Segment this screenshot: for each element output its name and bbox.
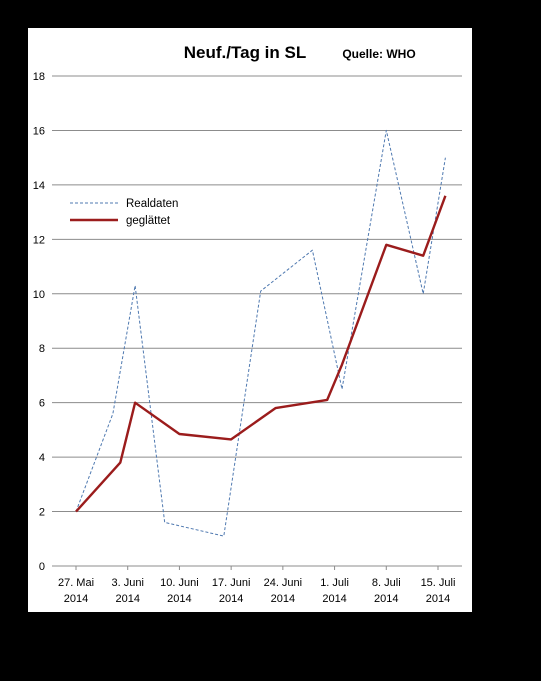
y-tick-label: 8 [39, 343, 45, 355]
legend-label-realdaten: Realdaten [126, 198, 178, 210]
x-tick-label: 1. Juli [320, 577, 349, 589]
y-tick-label: 14 [33, 180, 45, 192]
series-line-geglaettet [75, 195, 447, 513]
chart-title: Neuf./Tag in SL [184, 43, 306, 62]
series-line-realdaten [75, 129, 446, 537]
y-tick-label: 0 [39, 561, 45, 573]
x-tick-year: 2014 [115, 593, 139, 605]
axes: 0 2 4 6 8 10 12 14 16 18 27. Mai 2014 3. Juni 2014 10.… [33, 71, 462, 605]
y-tick-label: 4 [39, 452, 45, 464]
x-tick-label: 3. Juni [112, 577, 144, 589]
y-tick-label: 12 [33, 234, 45, 246]
series-lines [75, 129, 447, 537]
x-tick-year: 2014 [167, 593, 191, 605]
x-tick-label: 10. Juni [160, 577, 199, 589]
chart-panel [28, 28, 472, 612]
x-tick-year: 2014 [219, 593, 243, 605]
gridlines [52, 75, 462, 513]
x-tick-label: 27. Mai [58, 577, 94, 589]
x-tick-year: 2014 [426, 593, 450, 605]
x-tick-label: 15. Juli [421, 577, 456, 589]
legend: Realdaten geglättet [70, 198, 178, 227]
x-tick-label: 24. Juni [264, 577, 303, 589]
x-tick-year: 2014 [374, 593, 398, 605]
x-tick-year: 2014 [271, 593, 295, 605]
x-tick-year: 2014 [64, 593, 88, 605]
chart-source: Quelle: WHO [342, 47, 415, 61]
y-tick-label: 10 [33, 289, 45, 301]
x-tick-label: 8. Juli [372, 577, 401, 589]
y-tick-label: 6 [39, 398, 45, 410]
x-tick-year: 2014 [322, 593, 346, 605]
legend-label-geglaettet: geglättet [126, 215, 171, 227]
x-tick-label: 17. Juni [212, 577, 251, 589]
y-tick-label: 16 [33, 125, 45, 137]
y-tick-label: 2 [39, 507, 45, 519]
y-tick-label: 18 [33, 71, 45, 83]
